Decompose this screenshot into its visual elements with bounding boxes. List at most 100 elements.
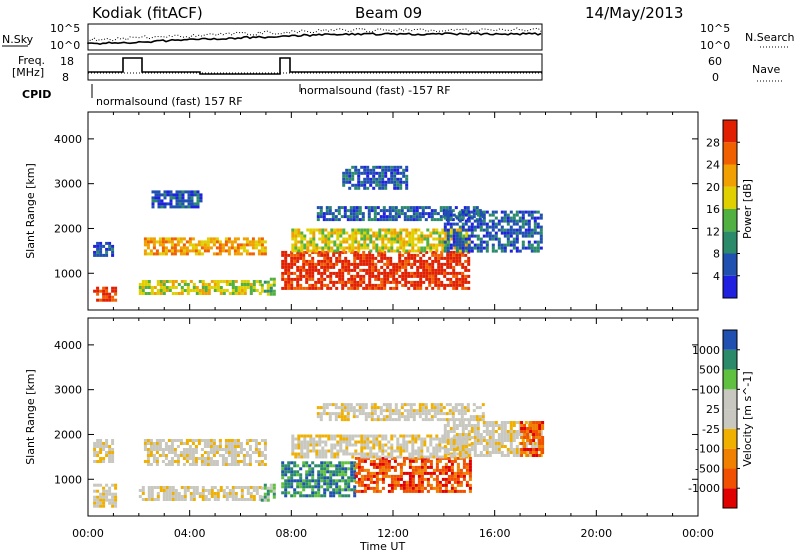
data-band xyxy=(281,461,357,498)
data-cell xyxy=(449,262,453,266)
data-cell xyxy=(411,237,415,241)
data-cell xyxy=(470,234,474,238)
data-cell xyxy=(371,286,375,290)
data-cell xyxy=(188,457,192,460)
data-cell xyxy=(299,256,303,260)
data-cell xyxy=(111,247,115,251)
data-cell xyxy=(424,218,428,222)
data-cell xyxy=(180,289,184,292)
data-cell xyxy=(257,448,261,451)
data-cell xyxy=(506,228,510,232)
data-cell xyxy=(359,256,363,260)
data-cell xyxy=(338,274,342,278)
data-cell xyxy=(409,215,413,219)
data-cell xyxy=(251,252,255,256)
data-cell xyxy=(157,196,161,200)
data-cell xyxy=(263,445,267,448)
data-cell xyxy=(429,452,433,456)
data-cell xyxy=(420,240,424,244)
data-cell xyxy=(434,271,438,275)
data-cell xyxy=(243,283,247,286)
data-cell xyxy=(410,271,414,275)
data-cell xyxy=(461,271,465,275)
data-cell xyxy=(423,468,427,472)
data-cell xyxy=(182,246,186,250)
data-cell xyxy=(378,489,382,493)
data-cell xyxy=(494,430,498,433)
data-cell xyxy=(236,243,240,247)
data-cell xyxy=(441,471,445,475)
nsky-panel-frame xyxy=(87,23,543,51)
data-cell xyxy=(541,439,545,442)
data-cell xyxy=(152,246,156,250)
data-band xyxy=(316,403,485,422)
data-cell xyxy=(423,237,427,241)
data-cell xyxy=(294,231,298,235)
data-cell xyxy=(485,222,489,226)
data-cell xyxy=(407,262,411,266)
data-cell xyxy=(369,449,373,453)
data-cell xyxy=(456,452,460,456)
data-cell xyxy=(215,246,219,250)
data-cell xyxy=(506,421,510,424)
data-cell xyxy=(462,477,466,481)
data-cell xyxy=(453,246,457,250)
data-cell xyxy=(372,452,376,456)
data-cell xyxy=(102,495,106,499)
data-cell xyxy=(329,491,333,495)
data-cell xyxy=(450,459,454,463)
data-cell xyxy=(296,280,300,284)
data-cell xyxy=(393,434,397,438)
data-cell xyxy=(385,409,389,413)
data-cell xyxy=(243,289,247,292)
data-cell xyxy=(417,228,421,232)
data-cell xyxy=(353,491,357,495)
data-cell xyxy=(99,504,103,508)
data-cell xyxy=(404,271,408,275)
data-cell xyxy=(354,237,358,241)
data-cell xyxy=(303,243,307,247)
data-cell xyxy=(408,471,412,475)
data-cell xyxy=(515,228,519,232)
data-cell xyxy=(370,209,374,213)
data-cell xyxy=(296,286,300,290)
data-cell xyxy=(448,412,452,416)
data-cell xyxy=(384,455,388,459)
data-cell xyxy=(318,228,322,232)
data-cell xyxy=(503,246,507,250)
colorbar-tick-label: 20 xyxy=(706,181,720,194)
data-cell xyxy=(291,231,295,235)
data-cell xyxy=(102,460,106,463)
data-cell xyxy=(409,209,413,213)
data-cell xyxy=(399,246,403,250)
data-cell xyxy=(417,486,421,490)
data-cell xyxy=(309,440,313,444)
data-cell xyxy=(390,246,394,250)
data-cell xyxy=(440,268,444,272)
data-cell xyxy=(393,231,397,235)
data-cell xyxy=(227,451,231,454)
data-cell xyxy=(399,474,403,478)
data-cell xyxy=(515,436,519,439)
data-cell xyxy=(532,448,536,451)
data-cell xyxy=(249,492,253,495)
data-cell xyxy=(218,454,222,457)
data-cell xyxy=(189,486,193,489)
data-cell xyxy=(365,268,369,272)
data-cell xyxy=(369,168,373,172)
data-cell xyxy=(331,412,335,416)
data-cell xyxy=(168,289,172,292)
data-cell xyxy=(468,489,472,493)
data-cell xyxy=(160,205,164,209)
data-cell xyxy=(476,210,480,214)
data-cell xyxy=(444,231,448,235)
data-cell xyxy=(383,274,387,278)
data-cell xyxy=(381,180,385,184)
data-cell xyxy=(230,240,234,244)
data-cell xyxy=(336,249,340,253)
data-cell xyxy=(171,498,175,501)
data-cell xyxy=(242,463,246,466)
data-cell xyxy=(319,412,323,416)
data-cell xyxy=(152,240,156,244)
data-cell xyxy=(485,243,489,247)
